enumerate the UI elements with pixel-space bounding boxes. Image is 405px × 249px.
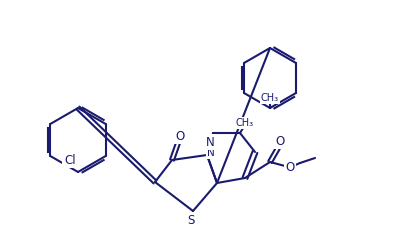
Text: O: O [175,129,184,142]
Text: O: O [285,161,294,174]
Text: CH₃: CH₃ [235,118,254,128]
Text: CH₃: CH₃ [260,93,278,103]
Text: O: O [275,134,284,147]
Text: N: N [205,135,214,148]
Text: Cl: Cl [64,153,76,167]
Text: S: S [187,214,194,228]
Text: N: N [207,148,214,158]
